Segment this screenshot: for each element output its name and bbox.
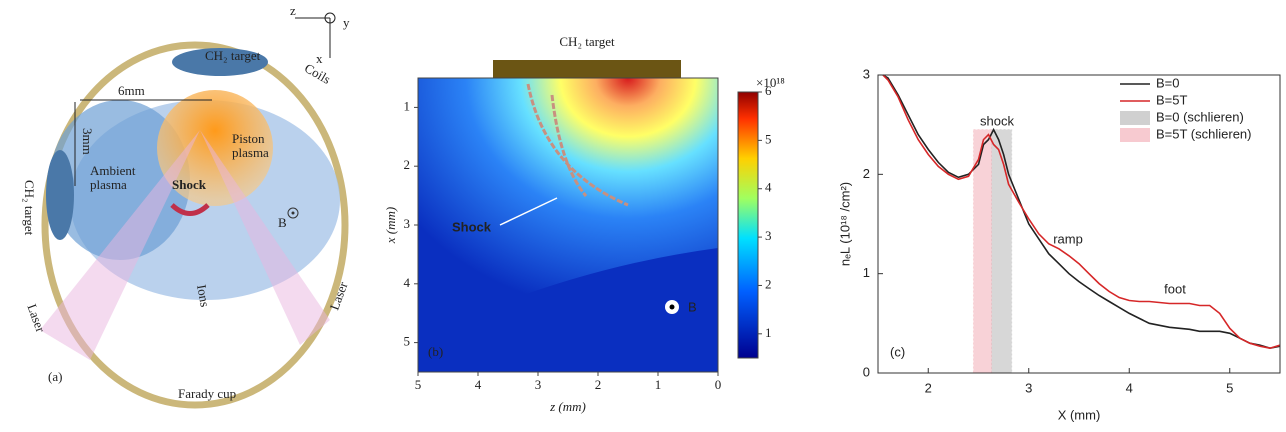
target-bar	[493, 60, 681, 78]
data-line	[882, 74, 1281, 350]
label: Farady cup	[178, 386, 236, 401]
legend-label: B=0	[1156, 75, 1180, 90]
colorbar-tick-label: 3	[765, 228, 772, 243]
annotation: ramp	[1053, 231, 1083, 246]
axis-symbol	[324, 12, 336, 24]
x-axis-label: X (mm)	[1058, 407, 1101, 422]
top-target	[172, 48, 268, 76]
laser-beam	[200, 130, 330, 345]
legend-label: B=0 (schlieren)	[1156, 109, 1244, 124]
colorbar-tick-label: 6	[765, 83, 772, 98]
annotation: Shock	[452, 219, 492, 234]
y-tick-label: 1	[404, 98, 411, 113]
legend-swatch	[1120, 111, 1150, 125]
b-label: B	[688, 299, 697, 314]
y-axis-label: x (mm)	[383, 207, 398, 244]
panel-label: (b)	[428, 344, 443, 359]
x-tick-label: 3	[535, 377, 542, 392]
axis-label: x	[316, 51, 323, 66]
label: Laser	[327, 279, 351, 312]
heatmap-image	[418, 78, 718, 338]
label: B	[278, 215, 287, 230]
annotation: foot	[1164, 281, 1186, 296]
panel-a: z y x CH₂ target Coils 6mm 3mm Piston pl…	[22, 3, 351, 409]
axis-label: y	[343, 15, 350, 30]
x-tick-label: 2	[595, 377, 602, 392]
colorbar-tick-label: 4	[765, 180, 772, 195]
label: CH₂ target	[22, 180, 37, 236]
laser-beam	[40, 130, 200, 360]
y-tick-label: 2	[404, 157, 411, 172]
coil-ring	[41, 41, 349, 409]
shock-trace	[550, 94, 588, 197]
b-field-symbol	[669, 304, 675, 310]
label: plasma	[90, 177, 127, 192]
label: Laser	[24, 302, 48, 335]
shock-front	[170, 203, 210, 216]
y-axis-label: nₑL (10¹⁸ /cm²)	[837, 182, 852, 266]
frame	[877, 74, 1281, 374]
x-tick-label: 5	[415, 377, 422, 392]
data-line	[882, 74, 1281, 350]
legend-label: B=5T	[1156, 92, 1187, 107]
schlieren-span	[991, 129, 1013, 374]
shock-trace	[526, 83, 629, 207]
y-tick-label: 5	[404, 334, 411, 349]
legend-swatch	[1120, 128, 1150, 142]
label: Coils	[302, 60, 333, 87]
x-tick-label: 3	[1025, 380, 1032, 395]
b-field-symbol	[287, 207, 299, 219]
label: Shock	[172, 177, 207, 192]
y-tick-label: 2	[863, 166, 870, 181]
label: CH₂ target	[205, 48, 261, 63]
x-tick-label: 4	[1126, 380, 1133, 395]
side-target	[46, 150, 74, 240]
label: Ions	[194, 283, 213, 308]
colorbar	[737, 91, 759, 359]
x-tick-label: 2	[925, 380, 932, 395]
y-tick-label: 3	[863, 66, 870, 81]
x-tick-label: 4	[475, 377, 482, 392]
colorbar-tick-label: 5	[765, 131, 772, 146]
label: Ambient	[90, 163, 136, 178]
legend-label: B=5T (schlieren)	[1156, 126, 1252, 141]
piston-plasma	[157, 90, 273, 206]
x-tick-label: 1	[655, 377, 662, 392]
target-label: CH₂ target	[559, 34, 615, 49]
label: plasma	[232, 145, 269, 160]
label: Piston	[232, 131, 265, 146]
arrow	[499, 197, 558, 226]
panel-label: (c)	[890, 344, 905, 359]
label: 3mm	[80, 128, 95, 155]
annotation: shock	[980, 113, 1014, 128]
x-axis-label: z (mm)	[549, 399, 586, 414]
y-tick-label: 1	[863, 265, 870, 280]
axis-label: z	[290, 3, 296, 18]
x-tick-label: 5	[1226, 380, 1233, 395]
schlieren-span	[972, 129, 993, 374]
label: 6mm	[118, 83, 145, 98]
y-tick-label: 4	[404, 275, 411, 290]
x-tick-label: 0	[715, 377, 722, 392]
line-chart: 2 3 4 5 0 1 2 3 X (mm) nₑL (10¹⁸ /cm²) shock ramp fo…	[837, 66, 1281, 422]
b-field-symbol	[291, 211, 295, 215]
y-tick-label: 0	[863, 364, 870, 379]
panel-label: (a)	[48, 369, 62, 384]
colorbar-tick-label: 1	[765, 325, 772, 340]
colorbar-label: ×10¹⁸	[756, 75, 785, 90]
y-tick-label: 3	[404, 216, 411, 231]
colorbar-tick-label: 2	[765, 276, 772, 291]
